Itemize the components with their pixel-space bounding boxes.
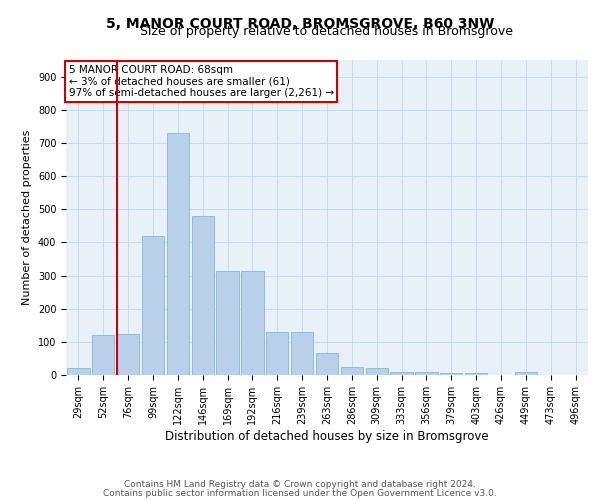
Bar <box>241 270 263 375</box>
Text: 5, MANOR COURT ROAD, BROMSGROVE, B60 3NW: 5, MANOR COURT ROAD, BROMSGROVE, B60 3NW <box>106 18 494 32</box>
Bar <box>291 332 313 375</box>
Bar <box>341 366 363 375</box>
X-axis label: Distribution of detached houses by size in Bromsgrove: Distribution of detached houses by size … <box>165 430 489 442</box>
Bar <box>465 374 487 375</box>
Bar <box>117 334 139 375</box>
Bar <box>142 236 164 375</box>
Bar <box>167 133 189 375</box>
Text: Contains HM Land Registry data © Crown copyright and database right 2024.: Contains HM Land Registry data © Crown c… <box>124 480 476 489</box>
Y-axis label: Number of detached properties: Number of detached properties <box>22 130 32 305</box>
Bar <box>266 332 289 375</box>
Bar <box>515 372 537 375</box>
Bar <box>217 270 239 375</box>
Text: 5 MANOR COURT ROAD: 68sqm
← 3% of detached houses are smaller (61)
97% of semi-d: 5 MANOR COURT ROAD: 68sqm ← 3% of detach… <box>68 64 334 98</box>
Bar <box>67 368 89 375</box>
Bar <box>415 372 437 375</box>
Bar <box>365 368 388 375</box>
Bar <box>316 354 338 375</box>
Bar <box>92 335 115 375</box>
Bar <box>391 372 413 375</box>
Text: Contains public sector information licensed under the Open Government Licence v3: Contains public sector information licen… <box>103 488 497 498</box>
Title: Size of property relative to detached houses in Bromsgrove: Size of property relative to detached ho… <box>140 25 514 38</box>
Bar <box>440 374 463 375</box>
Bar <box>191 216 214 375</box>
